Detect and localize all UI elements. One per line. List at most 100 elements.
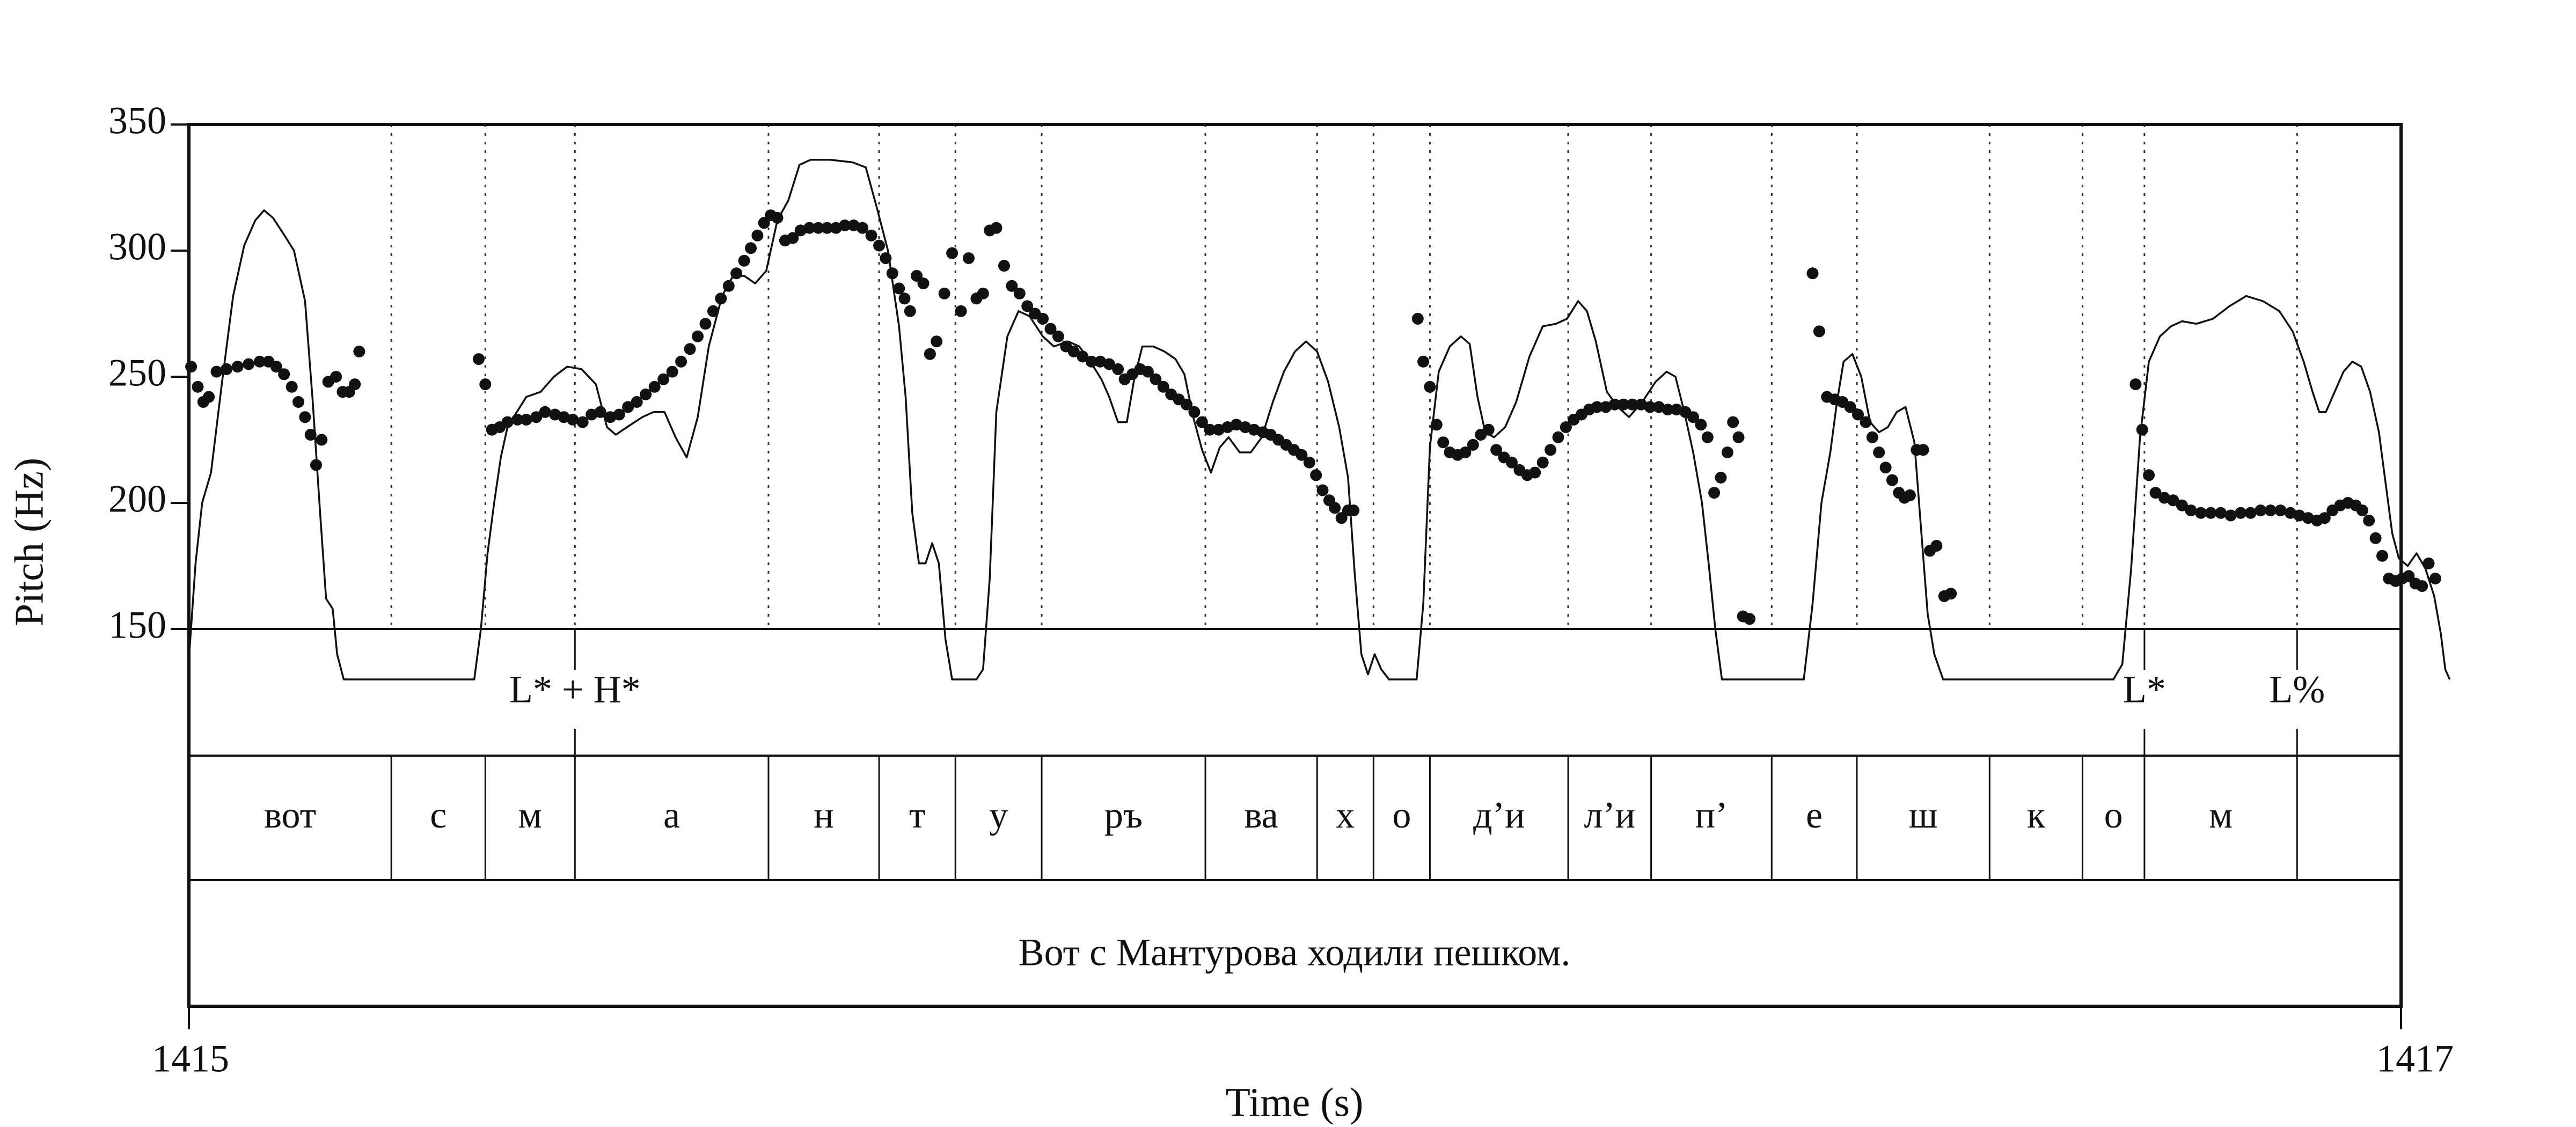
pitch-point bbox=[305, 429, 317, 441]
x-tick-label-start: 1415 bbox=[152, 1037, 229, 1080]
y-tick-label: 350 bbox=[108, 99, 166, 142]
pitch-point bbox=[1930, 540, 1942, 552]
pitch-point bbox=[931, 335, 942, 347]
pitch-point bbox=[211, 366, 223, 378]
segment-label: е bbox=[1806, 795, 1823, 836]
tone-label: L% bbox=[2269, 668, 2325, 711]
pitch-point bbox=[1708, 487, 1720, 499]
pitch-point bbox=[286, 381, 298, 393]
pitch-point bbox=[955, 305, 967, 317]
pitch-point bbox=[1904, 489, 1916, 501]
y-tick-label: 250 bbox=[108, 352, 166, 394]
pitch-point bbox=[1860, 416, 1872, 428]
pitch-point bbox=[567, 414, 579, 426]
pitch-point bbox=[2129, 378, 2141, 390]
y-axis-ticks: 350300250200150 bbox=[108, 99, 189, 647]
pitch-point bbox=[1437, 436, 1449, 448]
pitch-point bbox=[232, 361, 244, 372]
pitch-point bbox=[2225, 510, 2237, 522]
y-tick-label: 300 bbox=[108, 225, 166, 268]
pitch-point bbox=[751, 230, 763, 241]
pitch-point bbox=[1727, 416, 1739, 428]
pitch-point bbox=[1945, 588, 1957, 599]
pitch-point bbox=[2215, 507, 2227, 519]
pitch-point bbox=[1014, 288, 1026, 299]
pitch-point bbox=[1918, 444, 1929, 456]
pitch-point bbox=[349, 378, 361, 390]
segment-label: н bbox=[814, 795, 833, 836]
segment-label: ш bbox=[1909, 795, 1938, 836]
pitch-point bbox=[873, 240, 885, 252]
pitch-point bbox=[899, 292, 911, 304]
pitch-point bbox=[1304, 457, 1315, 469]
pitch-point bbox=[1431, 419, 1443, 430]
plot-border bbox=[189, 125, 2401, 1006]
pitch-point bbox=[946, 247, 958, 259]
pitch-point bbox=[963, 252, 975, 264]
pitch-point bbox=[1310, 469, 1322, 481]
segment-label: ръ bbox=[1104, 795, 1143, 836]
pitch-point bbox=[991, 222, 1002, 234]
segment-label: с bbox=[430, 795, 447, 836]
pitch-point bbox=[243, 358, 254, 370]
y-tick-label: 150 bbox=[108, 604, 166, 647]
pitch-point bbox=[939, 288, 950, 299]
segment-label: о bbox=[2104, 795, 2123, 836]
pitch-point bbox=[707, 305, 719, 317]
pitch-point bbox=[310, 459, 322, 471]
segment-label: м bbox=[2209, 795, 2233, 836]
pitch-point bbox=[1880, 462, 1892, 473]
pitch-point bbox=[904, 305, 916, 317]
pitch-point bbox=[1417, 356, 1429, 368]
pitch-point bbox=[1545, 444, 1556, 456]
pitch-point bbox=[316, 434, 327, 446]
pitch-point bbox=[1867, 431, 1878, 443]
segment-label: д’и bbox=[1473, 795, 1525, 836]
pitch-point bbox=[192, 381, 204, 393]
pitch-point bbox=[2185, 504, 2197, 516]
segment-label: п’ bbox=[1695, 795, 1728, 836]
pitch-point bbox=[2429, 573, 2441, 584]
tier-divider-lines bbox=[189, 629, 2401, 880]
segment-label: м bbox=[518, 795, 542, 836]
pitch-point bbox=[1886, 474, 1898, 486]
pitch-point bbox=[887, 267, 898, 279]
pitch-point bbox=[723, 280, 735, 292]
pitch-point bbox=[1715, 472, 1727, 484]
boundary-lines bbox=[391, 125, 2297, 880]
pitch-point bbox=[1744, 613, 1755, 625]
pitch-point bbox=[880, 252, 891, 264]
pitch-points bbox=[185, 209, 2441, 625]
pitch-point bbox=[977, 288, 989, 299]
pitch-point bbox=[1424, 381, 1436, 393]
segment-label: л’и bbox=[1584, 795, 1636, 836]
pitch-point bbox=[203, 391, 215, 403]
pitch-point bbox=[473, 353, 485, 365]
pitch-point bbox=[924, 348, 936, 360]
pitch-point bbox=[675, 356, 687, 368]
pitch-point bbox=[1348, 504, 1359, 516]
pitch-point bbox=[1813, 325, 1825, 337]
pitch-point bbox=[1537, 457, 1549, 469]
segment-label: ва bbox=[1244, 795, 1278, 836]
pitch-point bbox=[1329, 502, 1341, 514]
sentence-text: Вот с Мантурова ходили пешком. bbox=[1019, 931, 1571, 974]
pitch-point bbox=[1317, 485, 1329, 496]
pitch-point bbox=[1188, 406, 1200, 418]
pitch-point bbox=[2136, 424, 2148, 436]
pitch-point bbox=[1722, 447, 1733, 458]
pitch-point bbox=[1702, 431, 1714, 443]
pitch-point bbox=[918, 277, 930, 289]
pitch-point bbox=[893, 283, 905, 295]
segment-label: к bbox=[2027, 795, 2046, 836]
pitch-point bbox=[684, 343, 696, 355]
pitch-point bbox=[1412, 313, 1424, 325]
pitch-point bbox=[730, 267, 742, 279]
x-axis-label: Time (s) bbox=[1226, 1080, 1364, 1125]
pitch-point bbox=[998, 260, 1010, 272]
pitch-point bbox=[2370, 532, 2382, 544]
pitch-point bbox=[330, 371, 342, 383]
pitch-point bbox=[221, 363, 232, 375]
x-tick-label-end: 1417 bbox=[2376, 1037, 2454, 1080]
pitch-point bbox=[667, 366, 678, 378]
